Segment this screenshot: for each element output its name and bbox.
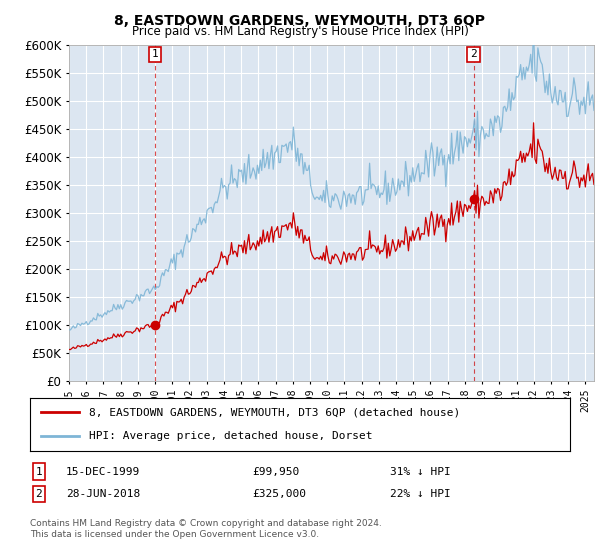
Text: 2: 2 [35, 489, 43, 499]
Text: 28-JUN-2018: 28-JUN-2018 [66, 489, 140, 499]
Text: £325,000: £325,000 [252, 489, 306, 499]
Text: 15-DEC-1999: 15-DEC-1999 [66, 466, 140, 477]
Text: HPI: Average price, detached house, Dorset: HPI: Average price, detached house, Dors… [89, 431, 373, 441]
Text: 31% ↓ HPI: 31% ↓ HPI [390, 466, 451, 477]
Text: Contains HM Land Registry data © Crown copyright and database right 2024.
This d: Contains HM Land Registry data © Crown c… [30, 520, 382, 539]
Text: 22% ↓ HPI: 22% ↓ HPI [390, 489, 451, 499]
Text: Price paid vs. HM Land Registry's House Price Index (HPI): Price paid vs. HM Land Registry's House … [131, 25, 469, 38]
Text: 1: 1 [152, 49, 158, 59]
Text: 8, EASTDOWN GARDENS, WEYMOUTH, DT3 6QP: 8, EASTDOWN GARDENS, WEYMOUTH, DT3 6QP [115, 14, 485, 28]
Text: £99,950: £99,950 [252, 466, 299, 477]
Text: 1: 1 [35, 466, 43, 477]
Text: 2: 2 [470, 49, 477, 59]
Text: 8, EASTDOWN GARDENS, WEYMOUTH, DT3 6QP (detached house): 8, EASTDOWN GARDENS, WEYMOUTH, DT3 6QP (… [89, 408, 461, 418]
